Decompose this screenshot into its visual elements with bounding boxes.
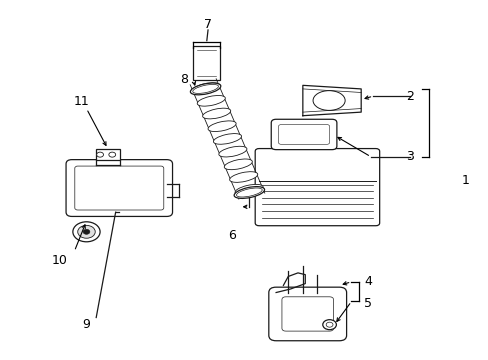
Text: 7: 7 <box>203 18 212 31</box>
Ellipse shape <box>213 134 241 144</box>
FancyBboxPatch shape <box>271 119 336 150</box>
Circle shape <box>78 225 95 238</box>
Text: 6: 6 <box>228 229 236 242</box>
Text: 8: 8 <box>180 73 187 86</box>
Circle shape <box>322 320 336 330</box>
FancyBboxPatch shape <box>282 297 333 331</box>
Circle shape <box>83 229 90 234</box>
Text: 10: 10 <box>52 254 67 267</box>
Circle shape <box>109 152 116 157</box>
Ellipse shape <box>191 83 220 94</box>
Ellipse shape <box>207 121 236 131</box>
Ellipse shape <box>235 184 263 195</box>
Text: 1: 1 <box>461 174 468 186</box>
Ellipse shape <box>236 188 262 197</box>
Ellipse shape <box>197 95 225 106</box>
Circle shape <box>325 322 332 327</box>
Ellipse shape <box>190 83 221 95</box>
Text: 9: 9 <box>82 318 90 331</box>
Ellipse shape <box>202 108 230 119</box>
FancyBboxPatch shape <box>255 149 379 226</box>
FancyBboxPatch shape <box>278 125 329 144</box>
Ellipse shape <box>234 186 264 198</box>
Text: 4: 4 <box>364 275 372 288</box>
Text: 5: 5 <box>364 297 372 310</box>
Text: 3: 3 <box>405 150 413 163</box>
FancyBboxPatch shape <box>75 166 163 210</box>
Text: 2: 2 <box>405 90 413 103</box>
Text: 11: 11 <box>74 95 89 108</box>
Circle shape <box>97 152 103 157</box>
Ellipse shape <box>219 146 246 157</box>
Ellipse shape <box>312 91 345 111</box>
Bar <box>193 46 220 80</box>
Circle shape <box>73 222 100 242</box>
FancyBboxPatch shape <box>66 159 172 216</box>
Ellipse shape <box>229 172 257 183</box>
Bar <box>96 149 119 160</box>
FancyBboxPatch shape <box>268 287 346 341</box>
Ellipse shape <box>224 159 252 170</box>
Ellipse shape <box>192 84 218 93</box>
